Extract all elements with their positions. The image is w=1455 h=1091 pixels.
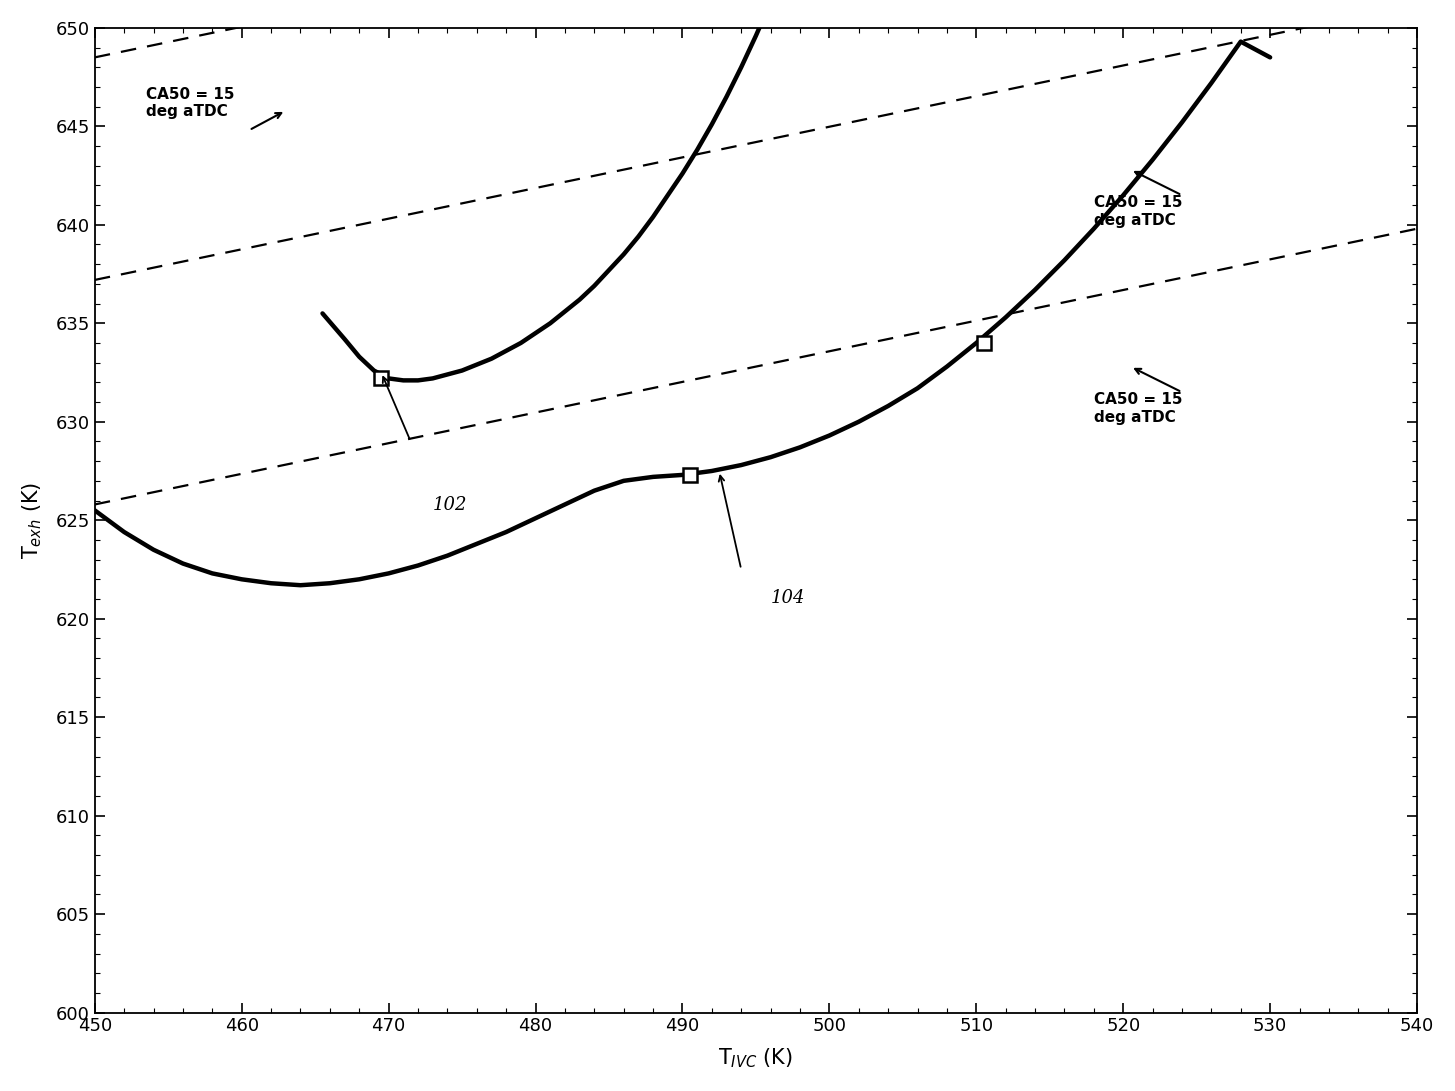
Text: 102: 102 (432, 496, 467, 514)
Text: 104: 104 (771, 589, 805, 607)
Text: CA50 = 15
deg aTDC: CA50 = 15 deg aTDC (1094, 195, 1183, 228)
X-axis label: T$_{IVC}$ (K): T$_{IVC}$ (K) (719, 1046, 793, 1070)
Text: CA50 = 15
deg aTDC: CA50 = 15 deg aTDC (1094, 392, 1183, 424)
Text: CA50 = 15
deg aTDC: CA50 = 15 deg aTDC (146, 87, 234, 119)
Y-axis label: T$_{exh}$ (K): T$_{exh}$ (K) (20, 481, 45, 559)
